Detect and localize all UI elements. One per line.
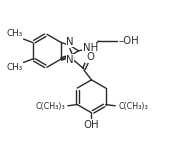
Text: CH₃: CH₃ xyxy=(7,29,23,38)
Text: C(CH₃)₃: C(CH₃)₃ xyxy=(35,102,65,111)
Text: –OH: –OH xyxy=(118,36,139,46)
Text: N: N xyxy=(66,37,74,47)
Text: NH: NH xyxy=(83,43,98,53)
Text: C(CH₃)₃: C(CH₃)₃ xyxy=(118,102,148,111)
Text: OH: OH xyxy=(84,120,99,130)
Text: N: N xyxy=(66,55,74,65)
Text: O: O xyxy=(86,52,94,62)
Text: CH₃: CH₃ xyxy=(7,63,23,72)
